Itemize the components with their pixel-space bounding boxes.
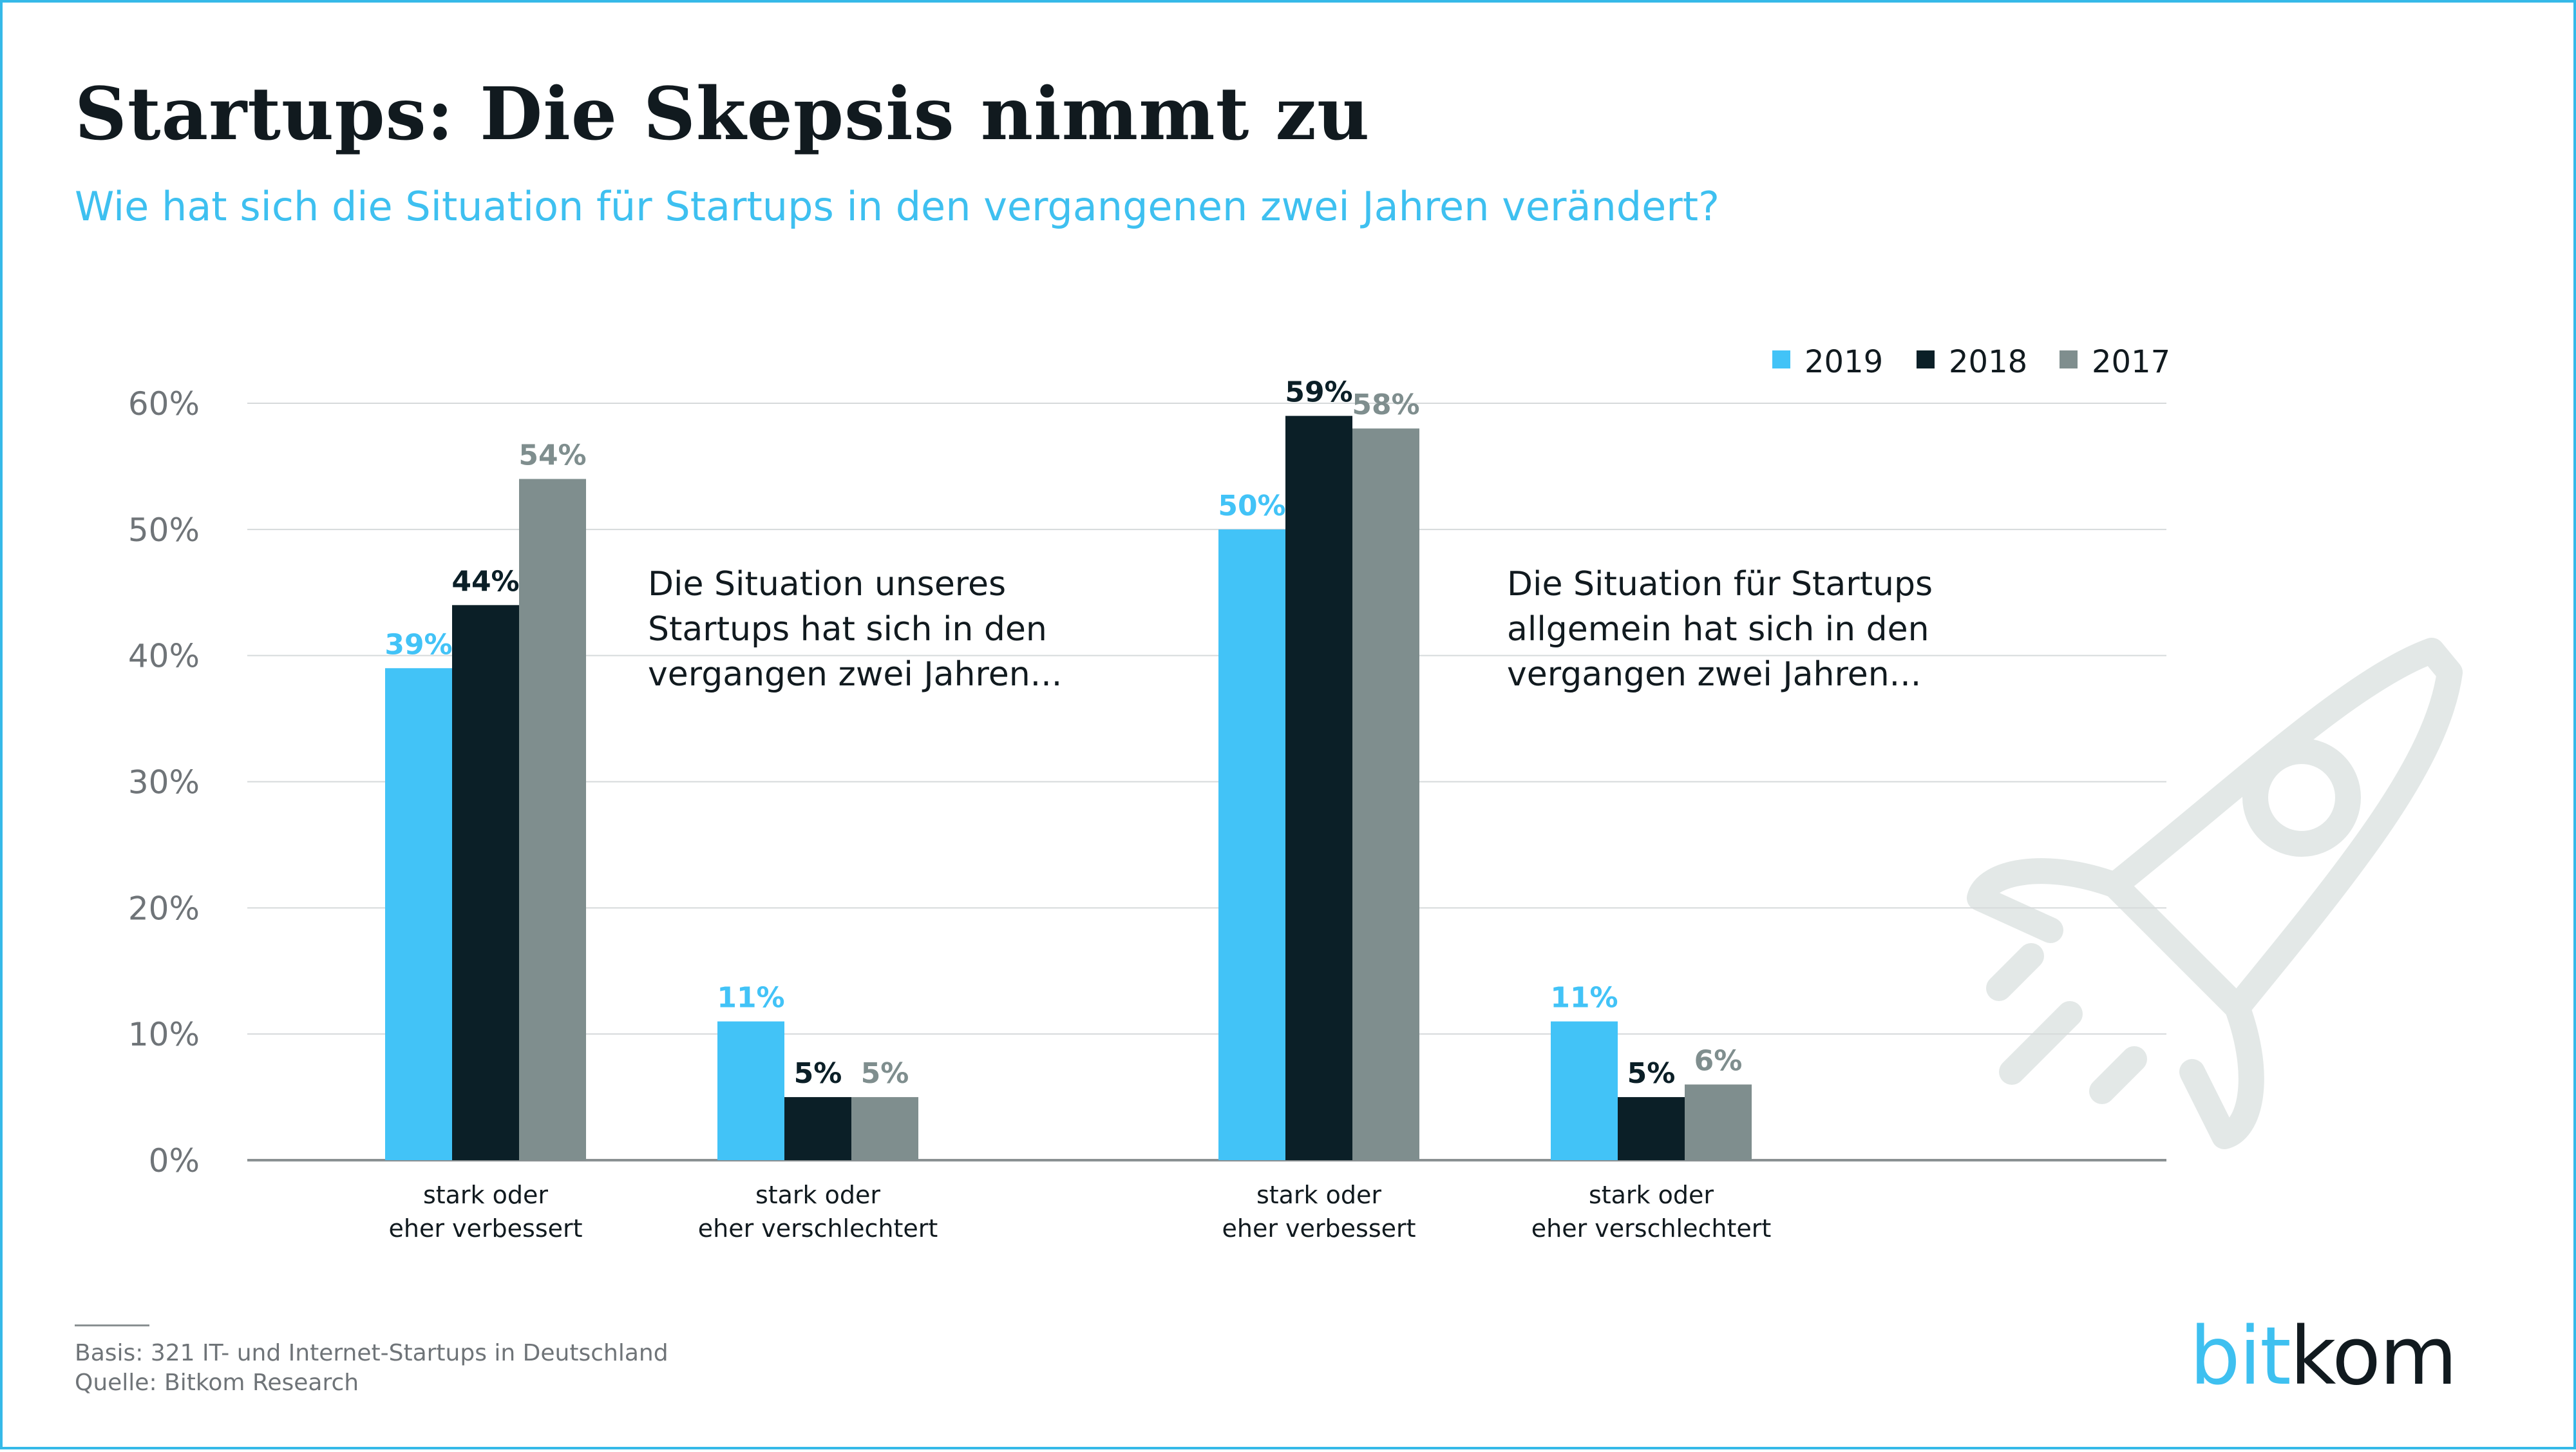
- annotation-line: allgemein hat sich in den: [1507, 610, 1929, 649]
- bars: [385, 416, 1752, 1161]
- bar-chart: 0% 10% 20% 30% 40% 50% 60% 39% 44% 54% 11% 5% 5% 50%…: [128, 344, 2463, 1243]
- logo-part-bit: bit: [2190, 1310, 2291, 1403]
- bar: [519, 479, 586, 1160]
- annotation-line: vergangen zwei Jahren...: [648, 655, 1062, 694]
- y-tick-label: 50%: [128, 511, 200, 549]
- chart-subtitle: Wie hat sich die Situation für Startups …: [75, 183, 1720, 230]
- y-tick-label: 40%: [128, 638, 200, 675]
- footer-source: Quelle: Bitkom Research: [75, 1370, 359, 1396]
- bar: [1685, 1084, 1752, 1160]
- legend-swatch: [1772, 350, 1790, 368]
- category-label: eher verbessert: [1222, 1214, 1416, 1243]
- rocket-icon: [1967, 638, 2463, 1149]
- footer-divider: [75, 1324, 149, 1326]
- value-label: 5%: [794, 1057, 842, 1090]
- bar: [1285, 416, 1352, 1161]
- category-label: stark oder: [1589, 1181, 1714, 1209]
- legend-label: 2017: [2092, 344, 2170, 380]
- bar: [452, 605, 519, 1160]
- category-label: eher verschlechtert: [698, 1214, 938, 1243]
- y-tick-label: 30%: [128, 764, 200, 801]
- y-tick-label: 10%: [128, 1016, 200, 1053]
- y-tick-label: 0%: [149, 1142, 200, 1180]
- category-label: eher verschlechtert: [1531, 1214, 1772, 1243]
- value-label: 54%: [518, 439, 586, 472]
- legend-label: 2019: [1804, 344, 1883, 380]
- annotation-line: Die Situation unseres: [648, 565, 1006, 604]
- value-label: 6%: [1694, 1045, 1743, 1078]
- legend-swatch: [1917, 350, 1935, 368]
- group-annotations: Die Situation unseres Startups hat sich i…: [648, 565, 1933, 694]
- value-label: 11%: [1550, 982, 1618, 1015]
- y-axis-tick-labels: 0% 10% 20% 30% 40% 50% 60%: [128, 385, 200, 1180]
- bar: [1618, 1097, 1685, 1160]
- value-labels: 39% 44% 54% 11% 5% 5% 50% 59%58% 11% 5% 6%: [384, 376, 1742, 1091]
- annotation-line: vergangen zwei Jahren...: [1507, 655, 1921, 694]
- bitkom-logo: bitkom: [2190, 1310, 2458, 1403]
- category-label: stark oder: [1256, 1181, 1381, 1209]
- legend-label: 2018: [1949, 344, 2027, 380]
- bar: [385, 668, 452, 1160]
- value-label: 5%: [861, 1057, 909, 1090]
- bar: [1352, 428, 1419, 1160]
- bar: [1551, 1021, 1618, 1160]
- bar: [1218, 529, 1285, 1160]
- value-label: 44%: [451, 565, 519, 598]
- annotation-line: Startups hat sich in den: [648, 610, 1047, 649]
- bar: [784, 1097, 851, 1160]
- value-label: 59%: [1285, 376, 1352, 409]
- y-tick-label: 20%: [128, 890, 200, 927]
- value-label: 50%: [1218, 490, 1285, 522]
- annotation-line: Die Situation für Startups: [1507, 565, 1933, 604]
- chart-title: Startups: Die Skepsis nimmt zu: [75, 72, 1370, 157]
- bar: [717, 1021, 784, 1160]
- legend-swatch: [2060, 350, 2078, 368]
- bar: [851, 1097, 918, 1160]
- logo-part-kom: kom: [2289, 1310, 2458, 1403]
- value-label: 39%: [384, 628, 452, 661]
- category-label: stark oder: [423, 1181, 548, 1209]
- legend: 2019 2018 2017: [1772, 344, 2170, 380]
- value-label: 5%: [1627, 1057, 1676, 1090]
- value-label: 11%: [717, 982, 784, 1015]
- category-label: eher verbessert: [388, 1214, 582, 1243]
- value-label: 58%: [1352, 388, 1419, 421]
- footer-basis: Basis: 321 IT- und Internet-Startups in …: [75, 1340, 668, 1366]
- category-label: stark oder: [755, 1181, 880, 1209]
- y-tick-label: 60%: [128, 385, 200, 423]
- category-labels: stark oder eher verbessert stark oder eher …: [388, 1181, 1771, 1243]
